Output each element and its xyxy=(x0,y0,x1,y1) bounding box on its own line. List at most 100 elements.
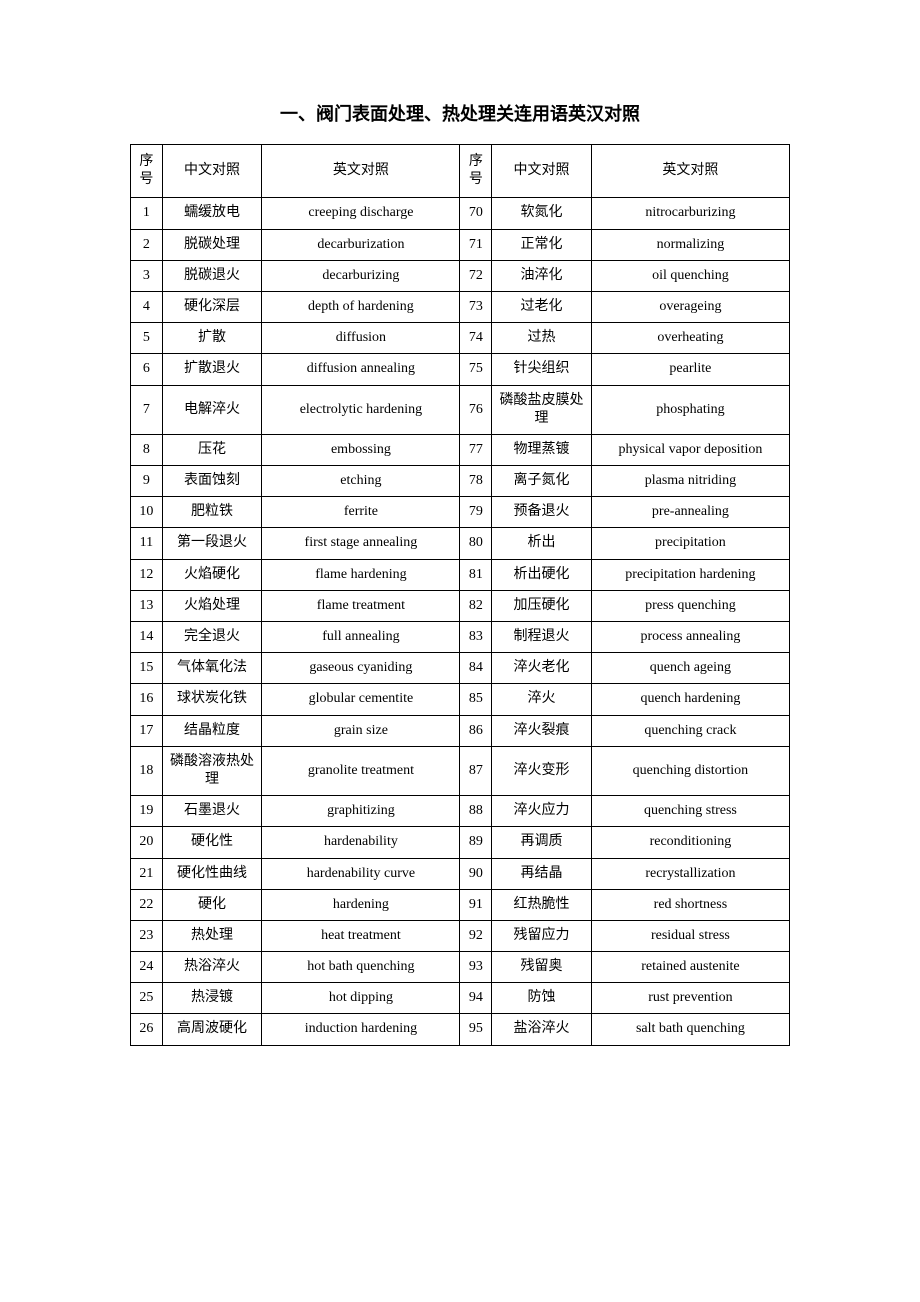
cell-en: nitrocarburizing xyxy=(591,198,789,229)
cell-en: granolite treatment xyxy=(262,746,460,795)
cell-cn: 脱碳退火 xyxy=(162,260,262,291)
cell-cn: 正常化 xyxy=(492,229,592,260)
cell-num: 23 xyxy=(131,920,163,951)
table-row: 6扩散退火diffusion annealing75针尖组织pearlite xyxy=(131,354,790,385)
cell-num: 17 xyxy=(131,715,163,746)
cell-num: 71 xyxy=(460,229,492,260)
cell-num: 94 xyxy=(460,983,492,1014)
cell-num: 7 xyxy=(131,385,163,434)
cell-en: plasma nitriding xyxy=(591,466,789,497)
table-row: 17结晶粒度grain size86淬火裂痕quenching crack xyxy=(131,715,790,746)
cell-num: 10 xyxy=(131,497,163,528)
cell-cn: 火焰处理 xyxy=(162,590,262,621)
table-row: 12火焰硬化flame hardening81析出硬化precipitation… xyxy=(131,559,790,590)
table-row: 14完全退火full annealing83制程退火process anneal… xyxy=(131,622,790,653)
table-row: 1蠕缓放电creeping discharge70软氮化nitrocarburi… xyxy=(131,198,790,229)
cell-cn: 热浴淬火 xyxy=(162,952,262,983)
cell-cn: 防蚀 xyxy=(492,983,592,1014)
cell-cn: 盐浴淬火 xyxy=(492,1014,592,1045)
cell-cn: 再调质 xyxy=(492,827,592,858)
cell-cn: 石墨退火 xyxy=(162,796,262,827)
cell-en: quenching distortion xyxy=(591,746,789,795)
cell-cn: 脱碳处理 xyxy=(162,229,262,260)
cell-en: heat treatment xyxy=(262,920,460,951)
cell-cn: 油淬化 xyxy=(492,260,592,291)
table-row: 23热处理heat treatment92残留应力residual stress xyxy=(131,920,790,951)
cell-en: induction hardening xyxy=(262,1014,460,1045)
cell-en: grain size xyxy=(262,715,460,746)
cell-en: depth of hardening xyxy=(262,291,460,322)
cell-en: recrystallization xyxy=(591,858,789,889)
cell-cn: 肥粒铁 xyxy=(162,497,262,528)
table-row: 3脱碳退火decarburizing72油淬化oil quenching xyxy=(131,260,790,291)
cell-en: hardening xyxy=(262,889,460,920)
cell-en: physical vapor deposition xyxy=(591,434,789,465)
cell-en: rust prevention xyxy=(591,983,789,1014)
cell-en: electrolytic hardening xyxy=(262,385,460,434)
cell-en: gaseous cyaniding xyxy=(262,653,460,684)
header-cn-2: 中文对照 xyxy=(492,145,592,198)
cell-en: hot dipping xyxy=(262,983,460,1014)
cell-num: 11 xyxy=(131,528,163,559)
table-row: 20硬化性hardenability89再调质reconditioning xyxy=(131,827,790,858)
cell-cn: 淬火变形 xyxy=(492,746,592,795)
table-row: 26高周波硬化induction hardening95盐浴淬火salt bat… xyxy=(131,1014,790,1045)
cell-cn: 表面蚀刻 xyxy=(162,466,262,497)
table-row: 7电解淬火electrolytic hardening76磷酸盐皮膜处理phos… xyxy=(131,385,790,434)
cell-num: 93 xyxy=(460,952,492,983)
cell-cn: 磷酸盐皮膜处理 xyxy=(492,385,592,434)
table-row: 16球状炭化铁globular cementite85淬火quench hard… xyxy=(131,684,790,715)
cell-cn: 离子氮化 xyxy=(492,466,592,497)
table-row: 2脱碳处理decarburization71正常化normalizing xyxy=(131,229,790,260)
cell-num: 2 xyxy=(131,229,163,260)
table-row: 10肥粒铁ferrite79预备退火pre-annealing xyxy=(131,497,790,528)
cell-en: reconditioning xyxy=(591,827,789,858)
cell-num: 6 xyxy=(131,354,163,385)
cell-cn: 淬火裂痕 xyxy=(492,715,592,746)
table-row: 8压花embossing77物理蒸镀physical vapor deposit… xyxy=(131,434,790,465)
table-header-row: 序号 中文对照 英文对照 序号 中文对照 英文对照 xyxy=(131,145,790,198)
header-num-2: 序号 xyxy=(460,145,492,198)
cell-en: hardenability curve xyxy=(262,858,460,889)
cell-num: 5 xyxy=(131,323,163,354)
cell-cn: 过热 xyxy=(492,323,592,354)
cell-num: 87 xyxy=(460,746,492,795)
cell-en: precipitation xyxy=(591,528,789,559)
cell-cn: 结晶粒度 xyxy=(162,715,262,746)
cell-en: embossing xyxy=(262,434,460,465)
cell-cn: 磷酸溶液热处理 xyxy=(162,746,262,795)
cell-cn: 淬火 xyxy=(492,684,592,715)
cell-num: 24 xyxy=(131,952,163,983)
cell-num: 81 xyxy=(460,559,492,590)
cell-cn: 过老化 xyxy=(492,291,592,322)
cell-en: pre-annealing xyxy=(591,497,789,528)
cell-num: 72 xyxy=(460,260,492,291)
table-row: 18磷酸溶液热处理granolite treatment87淬火变形quench… xyxy=(131,746,790,795)
cell-num: 15 xyxy=(131,653,163,684)
header-en-1: 英文对照 xyxy=(262,145,460,198)
cell-num: 20 xyxy=(131,827,163,858)
cell-cn: 硬化性曲线 xyxy=(162,858,262,889)
cell-num: 88 xyxy=(460,796,492,827)
cell-cn: 淬火应力 xyxy=(492,796,592,827)
cell-en: salt bath quenching xyxy=(591,1014,789,1045)
cell-num: 82 xyxy=(460,590,492,621)
cell-cn: 物理蒸镀 xyxy=(492,434,592,465)
table-row: 21硬化性曲线hardenability curve90再结晶recrystal… xyxy=(131,858,790,889)
cell-en: press quenching xyxy=(591,590,789,621)
cell-num: 18 xyxy=(131,746,163,795)
cell-cn: 硬化深层 xyxy=(162,291,262,322)
table-row: 25热浸镀hot dipping94防蚀rust prevention xyxy=(131,983,790,1014)
cell-num: 22 xyxy=(131,889,163,920)
cell-num: 9 xyxy=(131,466,163,497)
cell-en: quench hardening xyxy=(591,684,789,715)
cell-cn: 高周波硬化 xyxy=(162,1014,262,1045)
cell-num: 78 xyxy=(460,466,492,497)
table-row: 22硬化hardening91红热脆性red shortness xyxy=(131,889,790,920)
cell-num: 19 xyxy=(131,796,163,827)
cell-en: normalizing xyxy=(591,229,789,260)
cell-num: 4 xyxy=(131,291,163,322)
cell-cn: 热浸镀 xyxy=(162,983,262,1014)
cell-en: globular cementite xyxy=(262,684,460,715)
cell-cn: 硬化性 xyxy=(162,827,262,858)
